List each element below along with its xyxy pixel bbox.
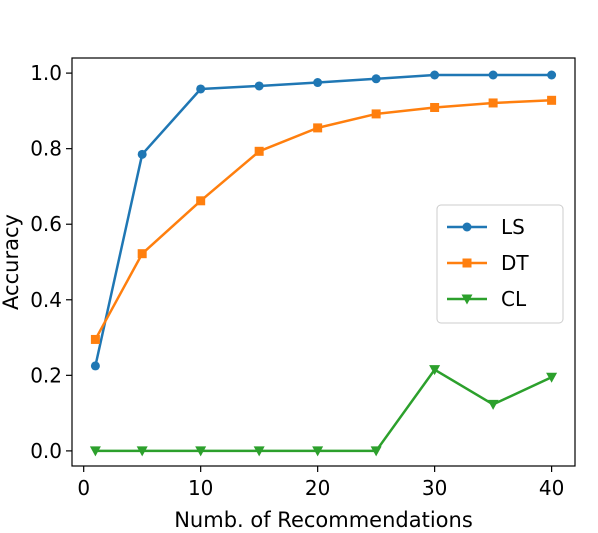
data-point-ls [90,361,100,371]
legend: LS DT CL [436,204,564,324]
data-point-dt [430,102,440,112]
data-point-ls [254,81,264,91]
data-point-ls [196,84,206,94]
legend-box [436,204,564,324]
y-tick-label: 0.2 [30,363,62,387]
data-point-dt [547,95,557,105]
y-tick-label: 0.0 [30,439,62,463]
legend-label-dt: DT [501,251,529,275]
legend-label-cl: CL [501,287,527,311]
data-point-dt [313,123,323,133]
plot-frame [71,57,576,467]
data-point-cl [429,365,441,376]
x-tick-label: 10 [188,476,213,500]
data-point-cl [136,446,148,457]
data-point-ls [430,70,440,80]
data-point-ls [137,149,147,159]
x-tick-label: 20 [305,476,330,500]
y-tick-label: 0.4 [30,288,62,312]
data-point-dt [488,98,498,108]
data-point-cl [253,446,265,457]
series-line-cl [95,368,553,453]
y-tick-label: 0.6 [30,212,62,236]
x-axis-title: Numb. of Recommendations [174,508,473,532]
legend-marker-dt [462,258,472,268]
data-point-dt [254,146,264,156]
data-point-cl [195,446,207,457]
legend-label-ls: LS [501,215,525,239]
data-point-cl [89,446,101,457]
x-tick-label: 40 [539,476,564,500]
data-point-dt [90,334,100,344]
data-point-ls [547,70,557,80]
y-tick-label: 0.8 [30,137,62,161]
axes: 0 10 20 30 40 0.0 0.2 0.4 0.6 0.8 1.0 [30,57,576,500]
legend-marker-cl [461,294,473,305]
data-point-ls [371,74,381,84]
data-point-ls [488,70,498,80]
x-tick-label: 30 [422,476,447,500]
data-point-cl [370,446,382,457]
data-point-cl [487,399,499,410]
data-point-dt [371,109,381,119]
data-point-cl [546,372,558,383]
legend-marker-ls [462,222,472,232]
data-point-cl [312,446,324,457]
y-tick-label: 1.0 [30,61,62,85]
plot-area [89,70,558,457]
data-point-dt [196,196,206,206]
x-tick-label: 0 [77,476,90,500]
y-axis-title: Accuracy [0,214,23,310]
data-point-dt [137,249,147,259]
data-point-ls [313,78,323,88]
